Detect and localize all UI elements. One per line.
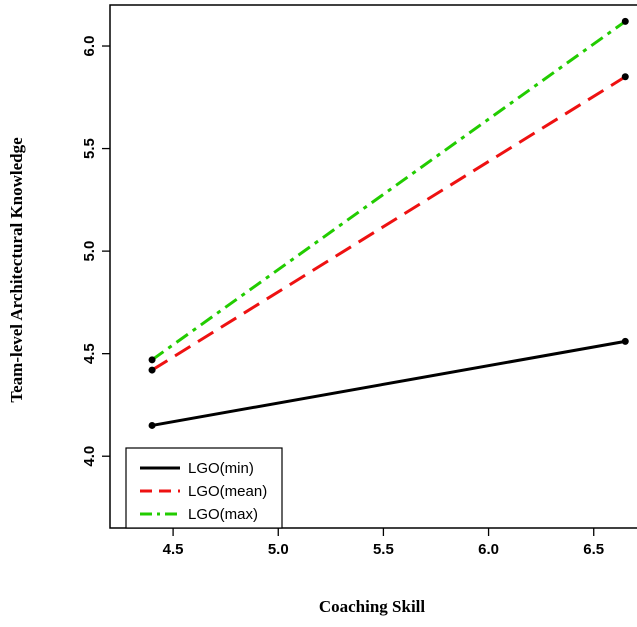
y-tick-label-3: 5.5: [81, 138, 98, 159]
legend-label-max: LGO(max): [188, 506, 258, 523]
y-axis-title: Team-level Architectural Knowledge: [7, 137, 26, 403]
y-tick-label-2: 5.0: [81, 241, 98, 262]
series-2-point-1: [621, 17, 629, 25]
x-axis: 4.5 5.0 5.5 6.0 6.5: [163, 528, 604, 558]
series-line-1: [151, 75, 627, 372]
x-tick-label-1: 5.0: [268, 541, 289, 558]
x-tick-label-0: 4.5: [163, 541, 184, 558]
series-layer: [148, 17, 629, 429]
y-tick-label-4: 6.0: [81, 36, 98, 57]
y-tick-label-0: 4.0: [81, 446, 98, 467]
series-1-point-1: [621, 73, 629, 81]
series-1-point-0: [148, 366, 156, 374]
legend-label-min: LGO(min): [188, 460, 254, 477]
x-tick-label-3: 6.0: [478, 541, 499, 558]
y-axis: 4.0 4.5 5.0 5.5 6.0: [81, 36, 110, 467]
legend: LGO(min) LGO(mean) LGO(max): [125, 447, 283, 529]
plot-frame: [109, 4, 637, 529]
series-2-point-0: [148, 356, 156, 364]
y-tick-label-1: 4.5: [81, 343, 98, 364]
x-tick-label-4: 6.5: [583, 541, 604, 558]
legend-label-mean: LGO(mean): [188, 483, 267, 500]
x-axis-title: Coaching Skill: [319, 597, 426, 616]
x-tick-label-2: 5.5: [373, 541, 394, 558]
series-line-2: [151, 20, 627, 362]
series-0-point-1: [621, 337, 629, 345]
series-line-0: [151, 339, 626, 427]
series-0-point-0: [148, 421, 156, 429]
